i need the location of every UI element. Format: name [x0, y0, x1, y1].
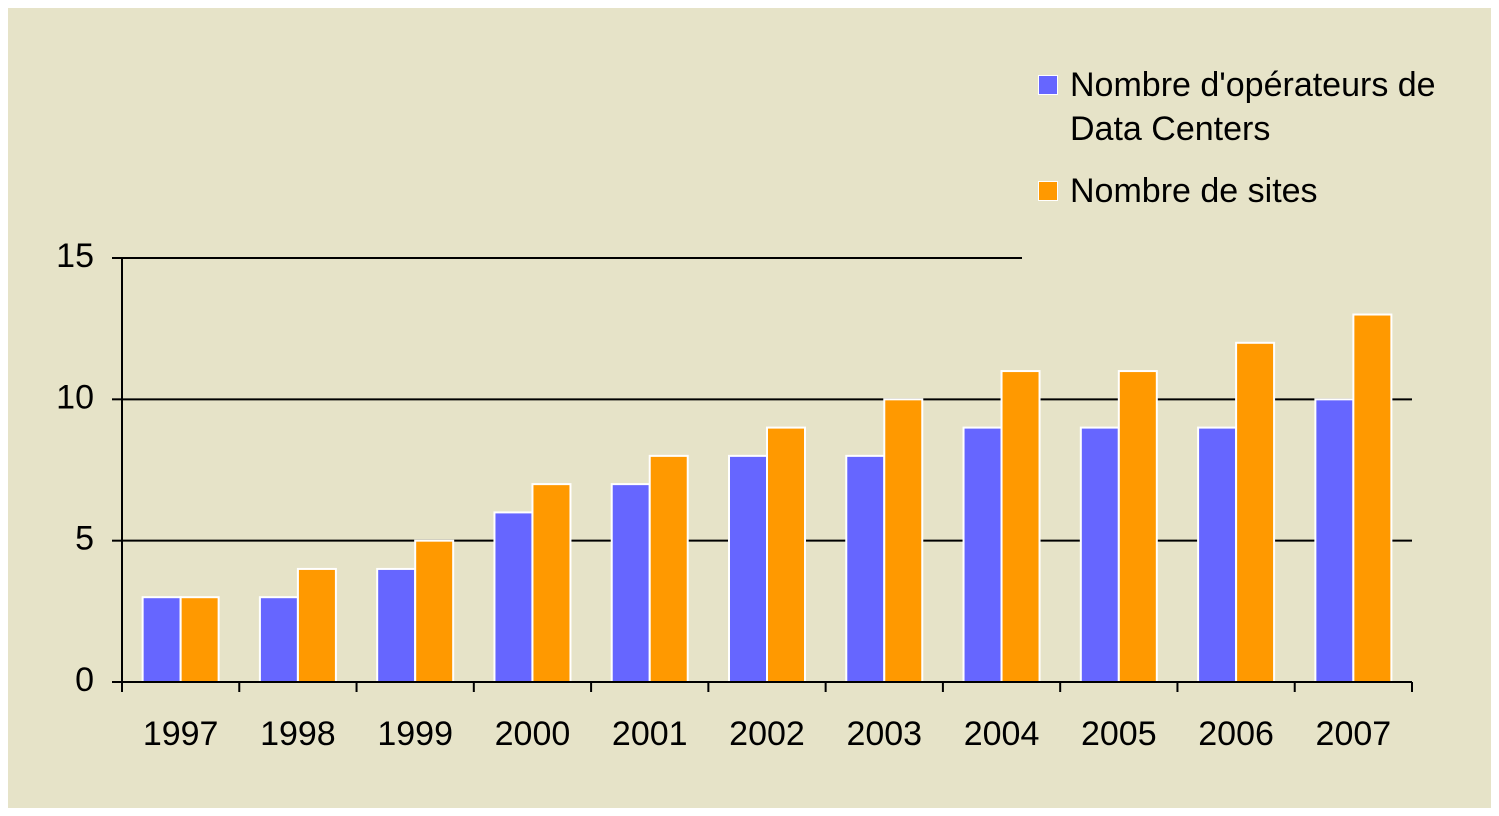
bar: [531, 483, 572, 683]
bar: [376, 567, 417, 684]
legend: Nombre d'opérateurs de Data Centers Nombr…: [1022, 63, 1478, 263]
x-tick-label: 1997: [143, 715, 219, 753]
bar: [1352, 313, 1393, 683]
x-tick-label: 2006: [1198, 715, 1274, 753]
x-tick-label: 2000: [495, 715, 571, 753]
bar: [648, 454, 689, 683]
bar: [179, 596, 220, 684]
y-tick-label: 10: [56, 378, 94, 416]
bar: [296, 567, 337, 684]
x-tick-label: 2005: [1081, 715, 1157, 753]
x-tick-label: 2004: [964, 715, 1040, 753]
legend-item: Nombre de sites: [1038, 169, 1478, 213]
legend-swatch: [1038, 181, 1058, 201]
bar: [962, 426, 1003, 683]
bar: [1117, 370, 1158, 683]
bar: [493, 511, 534, 684]
bar: [258, 596, 299, 684]
bar: [1000, 370, 1041, 683]
bar: [1235, 341, 1276, 683]
x-tick-label: 2003: [846, 715, 922, 753]
bar: [883, 398, 924, 683]
bar: [1079, 426, 1120, 683]
bar: [845, 454, 886, 683]
legend-label: Nombre de sites: [1070, 172, 1318, 210]
bar: [728, 454, 768, 683]
legend-label: Nombre d'opérateurs de Data Centers: [1070, 66, 1436, 148]
x-tick-label: 2007: [1316, 715, 1392, 753]
y-tick-label: 15: [56, 237, 94, 275]
bar: [610, 483, 651, 683]
x-tick-label: 2002: [729, 715, 805, 753]
x-tick-label: 1998: [260, 715, 336, 753]
y-tick-label: 0: [75, 661, 94, 699]
bar: [1197, 426, 1238, 683]
bar: [766, 426, 806, 683]
legend-item: Nombre d'opérateurs de Data Centers: [1038, 63, 1478, 151]
x-tick-label: 1999: [377, 715, 453, 753]
legend-swatch: [1038, 75, 1058, 95]
x-tick-label: 2001: [612, 715, 688, 753]
bar: [1314, 398, 1355, 683]
bar: [414, 539, 455, 684]
y-tick-label: 5: [75, 520, 94, 558]
bar: [141, 596, 182, 684]
